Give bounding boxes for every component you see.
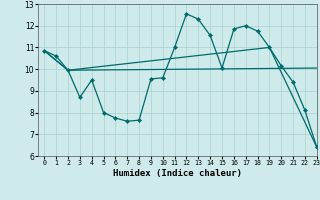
X-axis label: Humidex (Indice chaleur): Humidex (Indice chaleur) (113, 169, 242, 178)
